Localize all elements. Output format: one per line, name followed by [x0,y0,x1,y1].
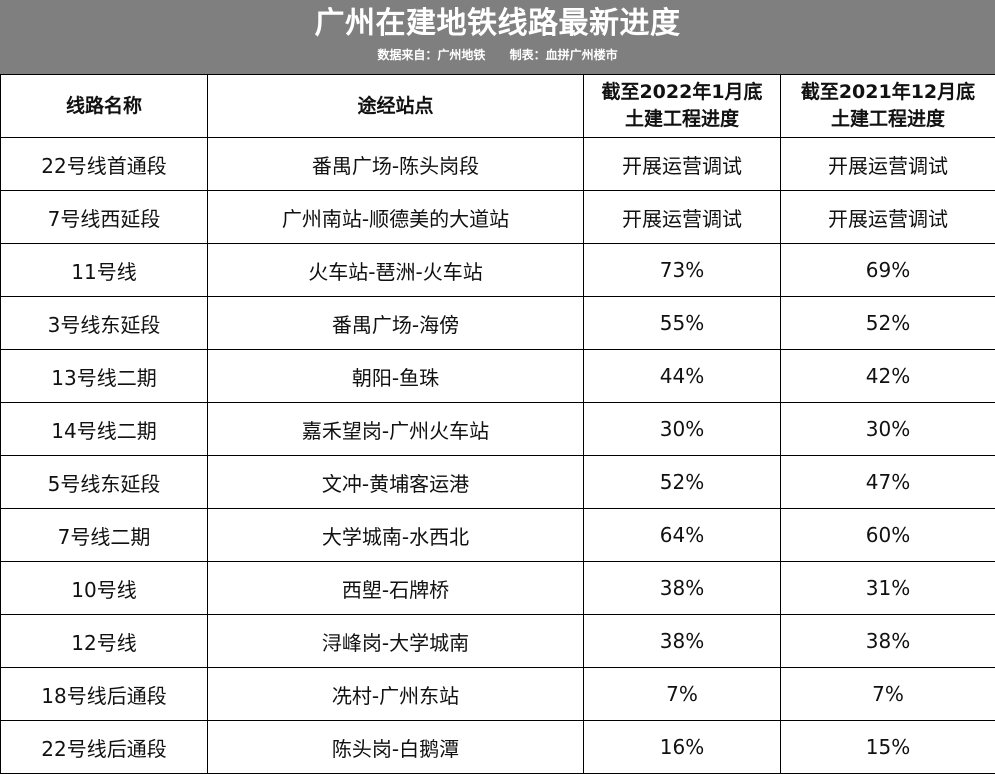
data-source-text: 数据来自：广州地铁 [377,46,485,63]
cell-stations: 番禺广场-海傍 [208,297,584,350]
cell-progress-2021: 38% [781,615,995,668]
cell-progress-2022: 开展运营调试 [584,191,781,244]
cell-line-name: 7号线二期 [1,509,208,562]
column-header-progress-2021: 截至2021年12月底 土建工程进度 [781,75,995,138]
table-header-row: 线路名称 途经站点 截至2022年1月底 土建工程进度 截至2021年12月底 … [1,75,995,138]
cell-progress-2022: 7% [584,668,781,721]
cell-line-name: 14号线二期 [1,403,208,456]
cell-line-name: 7号线西延段 [1,191,208,244]
cell-progress-2022: 64% [584,509,781,562]
column-header-progress-2022: 截至2022年1月底 土建工程进度 [584,75,781,138]
cell-line-name: 5号线东延段 [1,456,208,509]
cell-progress-2021: 7% [781,668,995,721]
cell-stations: 文冲-黄埔客运港 [208,456,584,509]
cell-stations: 嘉禾望岗-广州火车站 [208,403,584,456]
page-subtitle: 数据来自：广州地铁 制表：血拼广州楼市 [0,46,995,63]
cell-progress-2022: 38% [584,615,781,668]
cell-progress-2021: 52% [781,297,995,350]
page-title: 广州在建地铁线路最新进度 [0,0,995,39]
cell-line-name: 11号线 [1,244,208,297]
cell-stations: 冼村-广州东站 [208,668,584,721]
cell-stations: 浔峰岗-大学城南 [208,615,584,668]
cell-stations: 西塱-石牌桥 [208,562,584,615]
author-text: 制表：血拼广州楼市 [510,46,618,63]
table-row: 14号线二期 嘉禾望岗-广州火车站 30% 30% [1,403,995,456]
cell-stations: 火车站-琶洲-火车站 [208,244,584,297]
cell-progress-2022: 52% [584,456,781,509]
table-row: 13号线二期 朝阳-鱼珠 44% 42% [1,350,995,403]
cell-progress-2021: 31% [781,562,995,615]
cell-progress-2022: 30% [584,403,781,456]
column-header-progress-2021-line2: 土建工程进度 [781,106,995,133]
cell-progress-2022: 73% [584,244,781,297]
column-header-line-name: 线路名称 [1,75,208,138]
cell-line-name: 13号线二期 [1,350,208,403]
cell-progress-2021: 开展运营调试 [781,191,995,244]
table-row: 5号线东延段 文冲-黄埔客运港 52% 47% [1,456,995,509]
header-banner: 广州在建地铁线路最新进度 数据来自：广州地铁 制表：血拼广州楼市 [0,0,995,74]
cell-line-name: 18号线后通段 [1,668,208,721]
cell-stations: 朝阳-鱼珠 [208,350,584,403]
cell-stations: 番禺广场-陈头岗段 [208,138,584,191]
cell-stations: 广州南站-顺德美的大道站 [208,191,584,244]
column-header-progress-2021-line1: 截至2021年12月底 [781,79,995,106]
cell-progress-2021: 30% [781,403,995,456]
cell-line-name: 22号线后通段 [1,721,208,774]
cell-progress-2021: 42% [781,350,995,403]
cell-progress-2022: 16% [584,721,781,774]
table-row: 18号线后通段 冼村-广州东站 7% 7% [1,668,995,721]
cell-line-name: 3号线东延段 [1,297,208,350]
table-row: 3号线东延段 番禺广场-海傍 55% 52% [1,297,995,350]
table-row: 22号线后通段 陈头岗-白鹅潭 16% 15% [1,721,995,774]
table-row: 7号线西延段 广州南站-顺德美的大道站 开展运营调试 开展运营调试 [1,191,995,244]
cell-progress-2022: 55% [584,297,781,350]
cell-progress-2021: 15% [781,721,995,774]
cell-line-name: 22号线首通段 [1,138,208,191]
table-row: 22号线首通段 番禺广场-陈头岗段 开展运营调试 开展运营调试 [1,138,995,191]
cell-progress-2021: 47% [781,456,995,509]
table-row: 12号线 浔峰岗-大学城南 38% 38% [1,615,995,668]
cell-progress-2022: 开展运营调试 [584,138,781,191]
column-header-stations: 途经站点 [208,75,584,138]
table-row: 11号线 火车站-琶洲-火车站 73% 69% [1,244,995,297]
cell-progress-2021: 60% [781,509,995,562]
cell-progress-2021: 开展运营调试 [781,138,995,191]
table-row: 7号线二期 大学城南-水西北 64% 60% [1,509,995,562]
column-header-progress-2022-line1: 截至2022年1月底 [584,79,780,106]
cell-progress-2021: 69% [781,244,995,297]
cell-line-name: 12号线 [1,615,208,668]
cell-progress-2022: 44% [584,350,781,403]
cell-stations: 陈头岗-白鹅潭 [208,721,584,774]
cell-line-name: 10号线 [1,562,208,615]
table-row: 10号线 西塱-石牌桥 38% 31% [1,562,995,615]
progress-table: 线路名称 途经站点 截至2022年1月底 土建工程进度 截至2021年12月底 … [0,74,995,774]
column-header-progress-2022-line2: 土建工程进度 [584,106,780,133]
cell-stations: 大学城南-水西北 [208,509,584,562]
cell-progress-2022: 38% [584,562,781,615]
